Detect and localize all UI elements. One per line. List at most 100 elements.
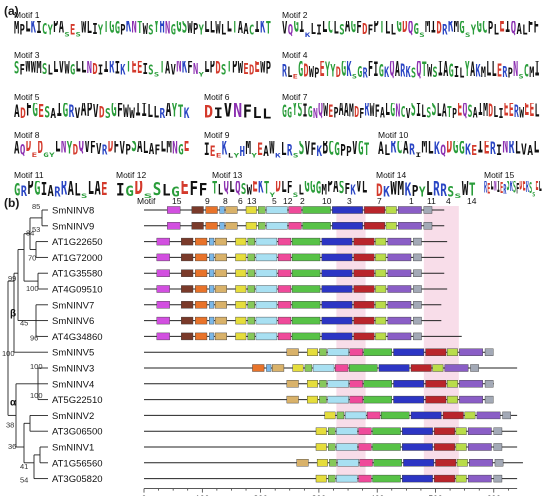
motif-2-box [312, 364, 335, 372]
motif-14-box [413, 237, 422, 246]
motif-7-box [321, 269, 353, 277]
motif-10-box [367, 411, 381, 420]
motif-2-box [336, 443, 358, 451]
motif-7-box [410, 411, 442, 420]
motif-5-box [307, 348, 318, 356]
motif-logo-12: Motif 12 I G D S S L G E F F [116, 170, 212, 199]
gene-label: SmNINV7 [52, 300, 94, 311]
bootstrap-value: 38 [6, 420, 14, 429]
motif-10-box [277, 285, 292, 293]
motif-14-box [413, 316, 422, 325]
motif-3-box [291, 301, 321, 309]
motif-title: Motif 7 [282, 92, 308, 102]
motif-12-box [247, 332, 255, 341]
motif-10-box [277, 316, 292, 325]
motif-logo-11: Motif 11 G R P G I A R R A L S L A E [14, 170, 112, 199]
motif-6-box [209, 253, 215, 262]
motif-1-box [353, 332, 375, 341]
motif-title: Motif 14 [376, 170, 407, 180]
motif-11-box [375, 253, 387, 262]
motif-13-box [214, 269, 227, 277]
motif-5-box [307, 380, 318, 388]
motif-14-box [423, 222, 433, 230]
gene-label: AT3G06500 [52, 427, 103, 438]
motif-title: Motif 13 [212, 170, 243, 180]
motif-2-box [255, 237, 278, 246]
motif-11-box [375, 269, 387, 277]
gene-label: AT5G22510 [52, 395, 103, 406]
motif-1-box [353, 301, 375, 309]
motif-architecture-diagram: Motif 15 9 8 6 13 5 12 2 10 3 7 1 11 4 14SmNINV8SmNINV9… [2, 196, 523, 496]
motif-4-box [397, 222, 422, 230]
bootstrap-value: 41 [20, 462, 28, 471]
gene-label: SmNINV5 [52, 348, 94, 359]
motif-8-box [195, 301, 208, 309]
motif-10-box [335, 364, 349, 372]
motif-11-box [375, 316, 387, 325]
motif-6-box [209, 237, 215, 246]
motif-3-box [363, 395, 392, 404]
motif-6-box [219, 222, 225, 230]
motif-1-box [434, 427, 455, 435]
motif-3-box [291, 285, 321, 293]
gene-label: AT1G56560 [52, 458, 103, 469]
motif-7-box [321, 316, 353, 325]
motif-14-box [423, 206, 433, 214]
motif-1-box [353, 285, 375, 293]
motif-10-box [349, 395, 363, 404]
bootstrap-value: 84 [26, 229, 34, 238]
motif-10-box [277, 301, 292, 309]
motif-8-box [252, 364, 265, 372]
motif-6-box [219, 206, 225, 214]
bootstrap-value: 45 [20, 319, 28, 328]
motif-14-box [470, 364, 479, 372]
motif-2-box [255, 332, 278, 341]
motif-10-box [277, 332, 292, 341]
motif-header-number: 6 [238, 196, 243, 206]
motif-9-box [181, 285, 194, 293]
motif-10-box [288, 206, 302, 214]
bootstrap-value: 36 [8, 442, 16, 451]
motif-4-box [387, 332, 412, 341]
motif-2-box [266, 206, 288, 214]
motif-11-box [456, 459, 468, 467]
motif-13-box [214, 332, 227, 341]
motif-10-box [358, 427, 372, 435]
bootstrap-value: 100 [30, 362, 43, 371]
bootstrap-value: 70 [28, 253, 36, 262]
motif-1-box [434, 474, 455, 483]
motif-3-box [291, 332, 321, 341]
motif-8-box [195, 316, 208, 325]
motif-7-box [321, 301, 353, 309]
motif-11-box [375, 237, 387, 246]
motif-9-box [181, 253, 194, 262]
gene-label: SmNINV3 [52, 364, 94, 375]
motif-title: Motif 10 [378, 130, 409, 140]
motif-14-box [413, 253, 422, 262]
motif-5-box [235, 269, 247, 277]
motif-7-box [403, 459, 434, 467]
motif-title: Motif 1 [14, 10, 40, 20]
motif-8-box [205, 222, 218, 230]
bootstrap-value: 96 [30, 333, 38, 342]
motif-13-box [296, 459, 309, 467]
motif-logo-15: Motif 15 R E L N I E R S R S F D E R S S E L [484, 170, 546, 199]
motif-3-box [291, 269, 321, 277]
motif-13-box [214, 285, 227, 293]
motif-title: Motif 3 [14, 50, 40, 60]
gene-label: SmNINV9 [52, 221, 94, 232]
motif-6-box [209, 332, 215, 341]
motif-3-box [381, 411, 410, 420]
motif-header-number: 10 [322, 196, 332, 206]
axis-tick-label: 500 [428, 494, 442, 496]
motif-title: Motif 6 [204, 92, 230, 102]
motif-12-box [304, 364, 313, 372]
motif-header-number: 5 [272, 196, 277, 206]
motif-13-box [225, 222, 238, 230]
motif-5-box [245, 222, 257, 230]
